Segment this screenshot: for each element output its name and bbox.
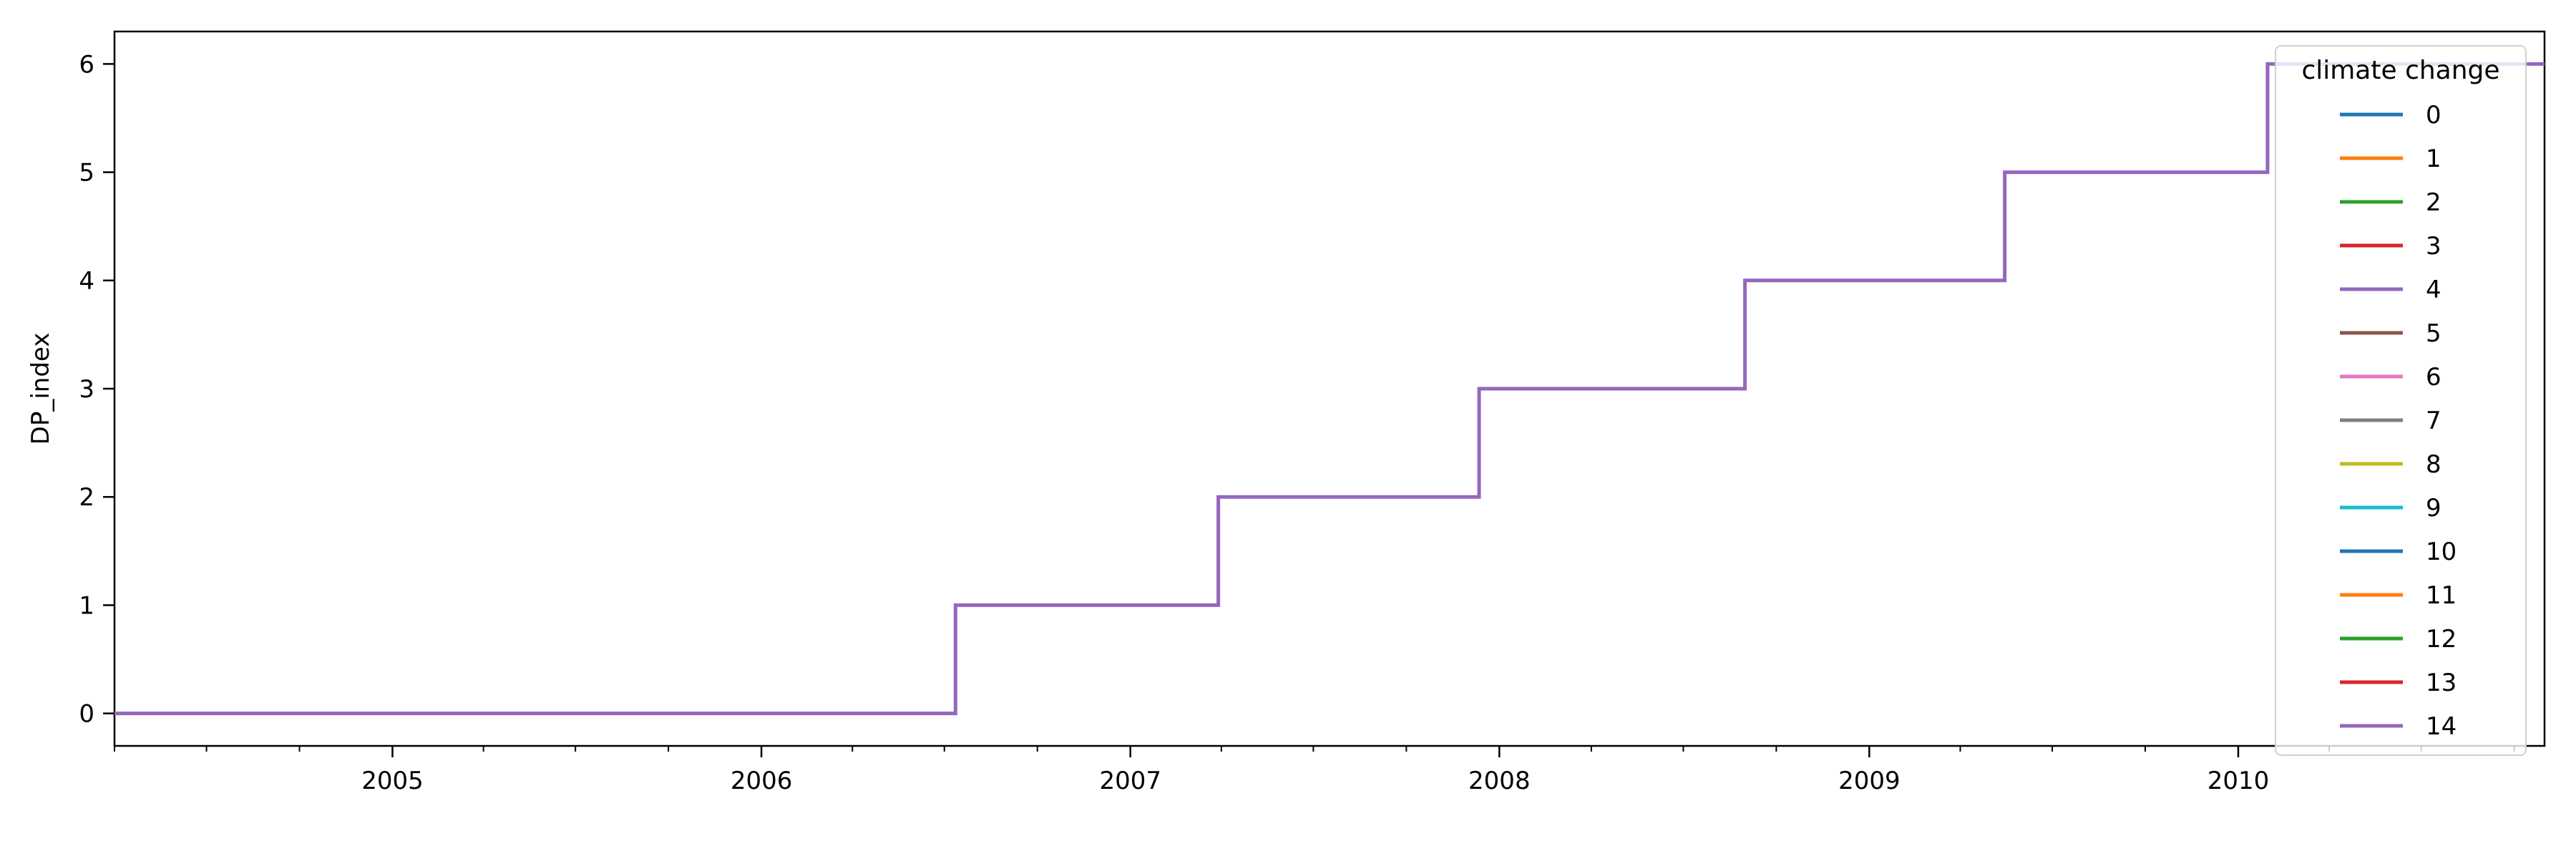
x-axis: 2005 2006 2007 2008 2009 2010	[114, 746, 2515, 795]
legend-entry-label: 5	[2426, 319, 2441, 348]
legend-entry-label: 11	[2426, 581, 2457, 610]
legend-entry-label: 12	[2426, 625, 2457, 654]
y-tick-label: 0	[79, 700, 94, 729]
y-axis-label: DP_index	[26, 333, 55, 445]
legend-entry-label: 13	[2426, 669, 2457, 697]
legend-title: climate change	[2301, 56, 2499, 85]
y-tick-label: 5	[79, 159, 94, 188]
y-axis: 0 1 2 3 4 5 6	[79, 50, 114, 729]
legend-entry-label: 3	[2426, 232, 2441, 261]
y-tick-label: 3	[79, 375, 94, 404]
legend-entry-label: 0	[2426, 101, 2441, 130]
x-tick-label: 2007	[1099, 767, 1161, 795]
legend-entry-label: 2	[2426, 188, 2441, 217]
x-tick-label: 2008	[1468, 767, 1531, 795]
y-tick-label: 4	[79, 267, 94, 296]
legend-entry-label: 6	[2426, 363, 2441, 392]
x-tick-label: 2010	[2207, 767, 2270, 795]
y-tick-label: 1	[79, 591, 94, 620]
series-line	[114, 62, 2545, 716]
legend-entry-label: 9	[2426, 494, 2441, 523]
x-tick-label: 2005	[361, 767, 424, 795]
x-tick-label: 2006	[731, 767, 793, 795]
plot-area	[113, 30, 2546, 747]
legend-entry-label: 10	[2426, 538, 2457, 566]
legend-entry-label: 4	[2426, 276, 2441, 304]
x-tick-label: 2009	[1838, 767, 1901, 795]
legend-entry-label: 1	[2426, 145, 2441, 173]
legend-entry-label: 8	[2426, 450, 2441, 479]
legend-frame	[2275, 45, 2527, 756]
legend-entry-label: 7	[2426, 407, 2441, 435]
series-layer	[114, 62, 2545, 716]
legend-entry-label: 14	[2426, 712, 2457, 741]
plot-background	[114, 31, 2545, 746]
y-tick-label: 6	[79, 50, 94, 79]
y-tick-label: 2	[79, 483, 94, 512]
